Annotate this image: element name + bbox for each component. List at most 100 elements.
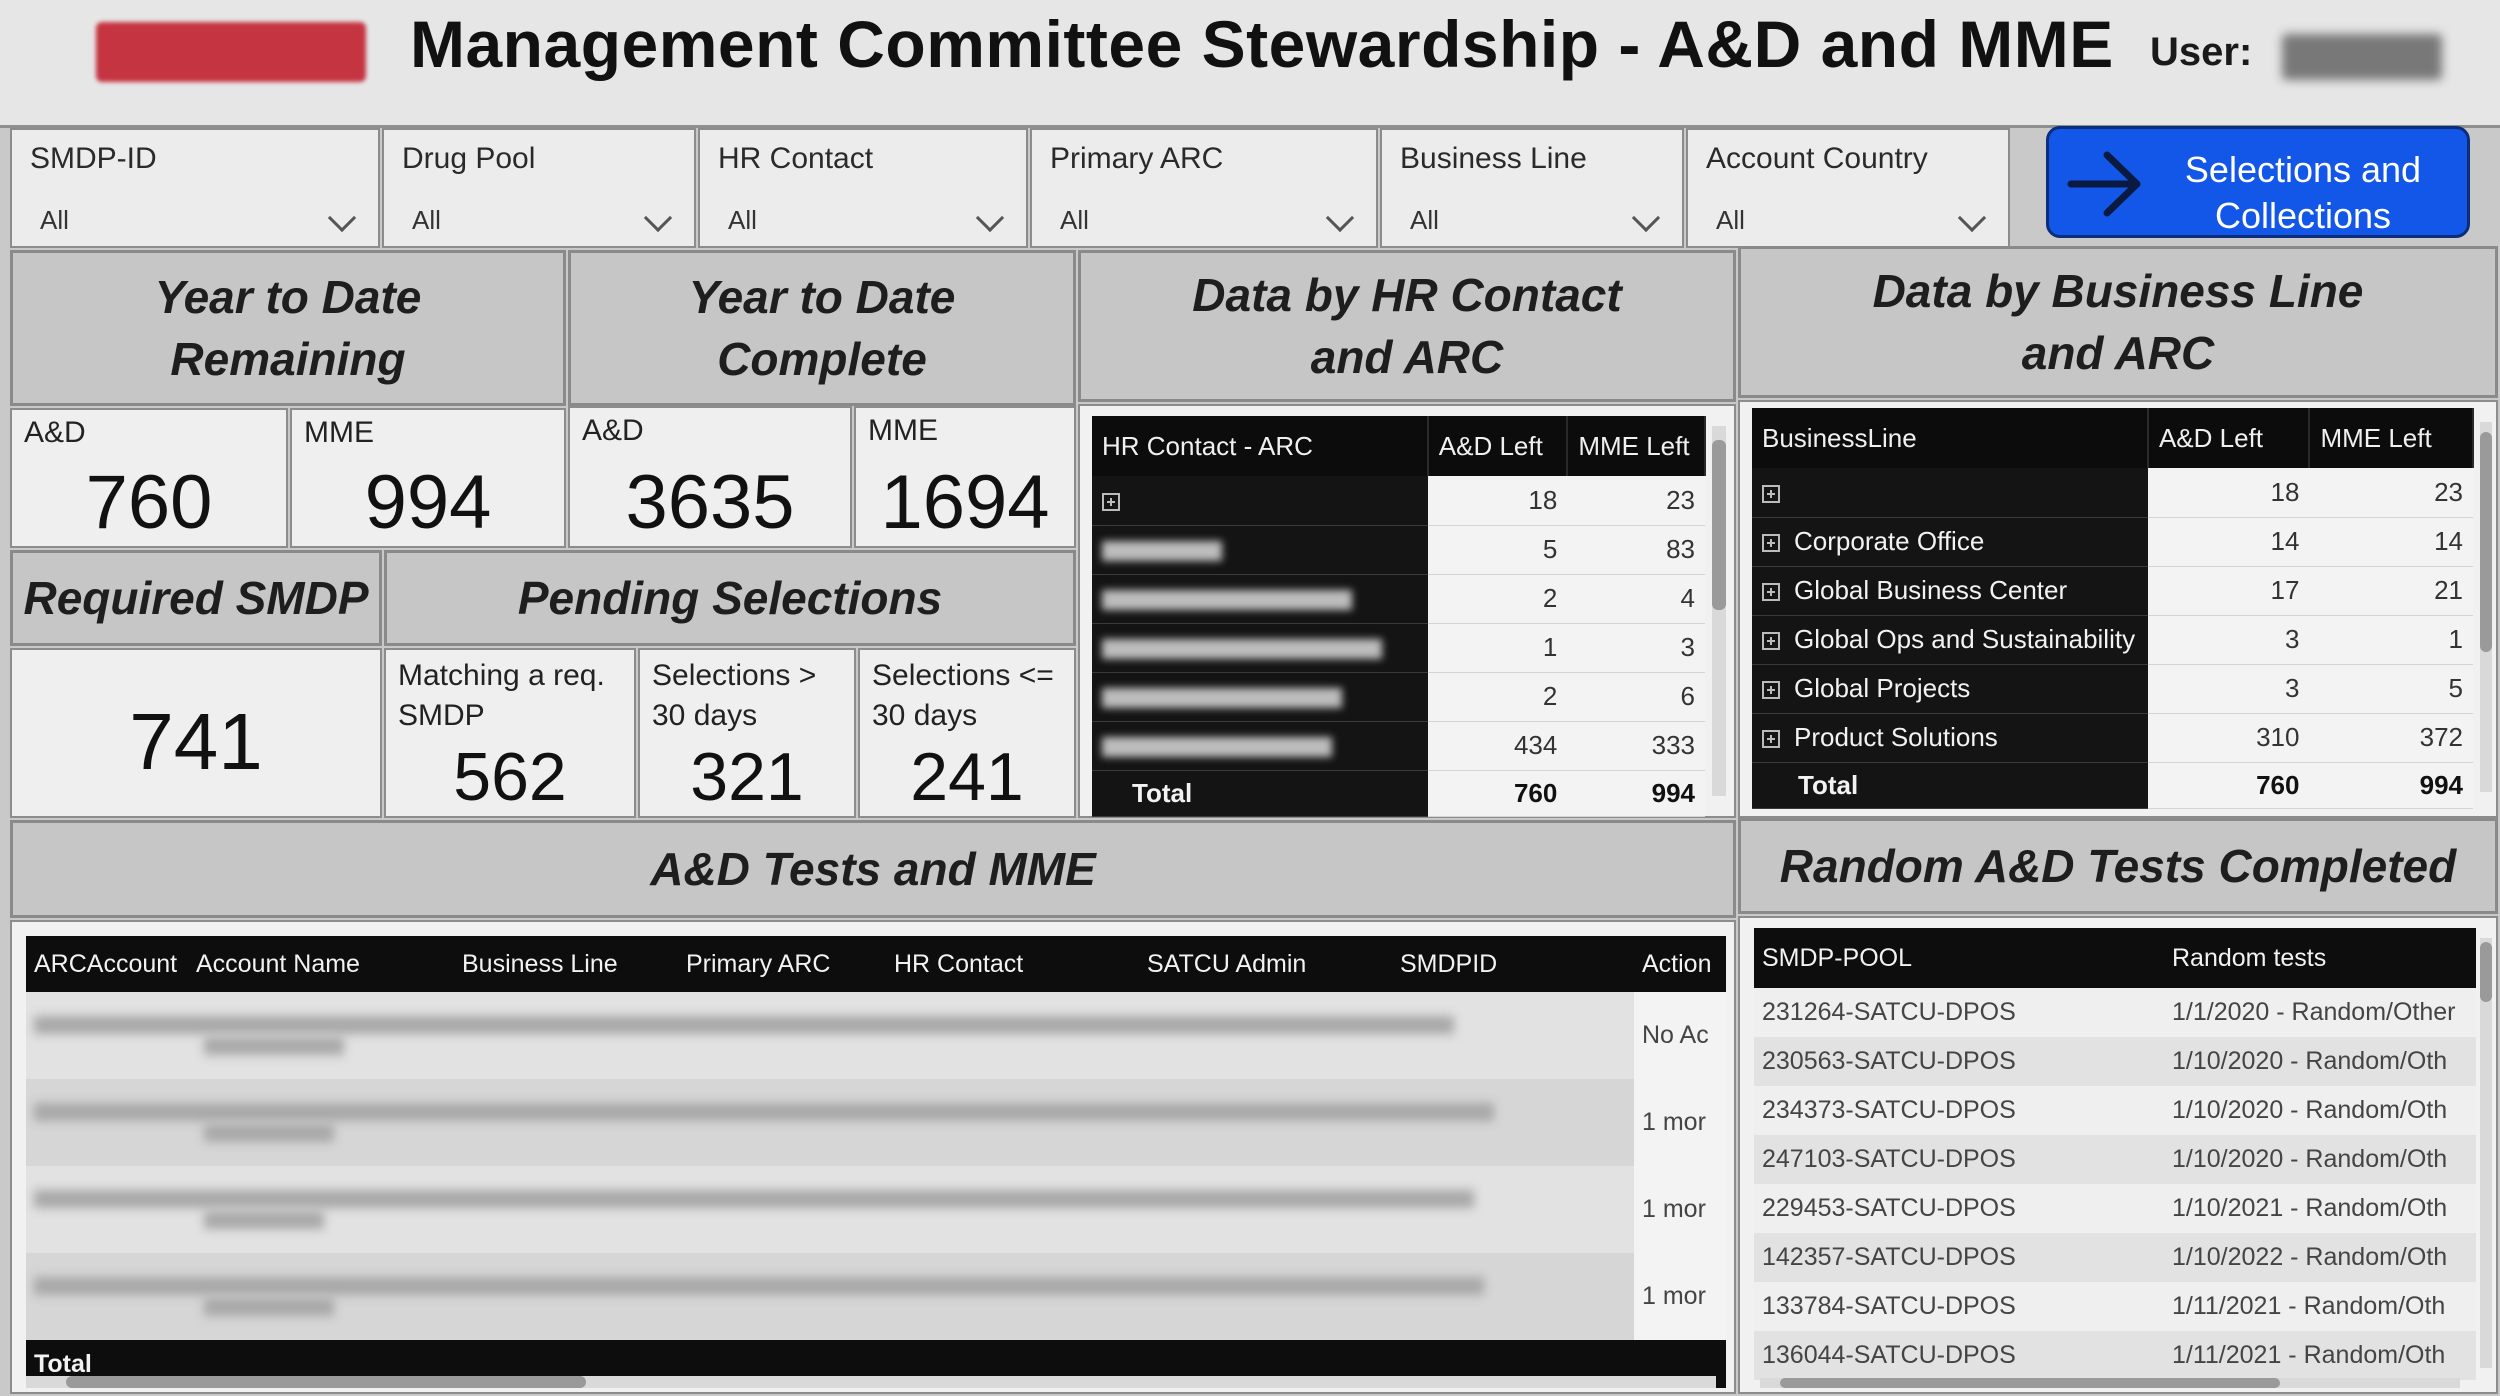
slicer-hr-contact[interactable]: HR Contact All	[698, 128, 1028, 248]
scrollbar-thumb[interactable]	[66, 1376, 586, 1388]
table-row[interactable]: 229453-SATCU-DPOS 1/10/2021 - Random/Oth	[1754, 1184, 2476, 1233]
column-header-smdp-pool[interactable]: SMDP-POOL	[1754, 928, 2164, 988]
chevron-down-icon[interactable]	[1631, 203, 1661, 233]
row-label-redacted[interactable]	[1092, 525, 1428, 575]
expand-icon[interactable]	[1762, 681, 1780, 700]
table-row[interactable]: 136044-SATCU-DPOS 1/11/2021 - Random/Oth	[1754, 1331, 2476, 1380]
column-header-ad-left[interactable]: A&D Left	[1427, 416, 1569, 476]
row-label[interactable]	[1092, 476, 1428, 526]
scrollbar-thumb[interactable]	[2480, 432, 2492, 652]
cell-smdp-pool: 231264-SATCU-DPOS	[1762, 998, 2016, 1026]
table-row[interactable]: 2 6	[1092, 672, 1705, 722]
expand-icon[interactable]	[1102, 492, 1120, 511]
column-header-hr-contact[interactable]: HR Contact	[886, 936, 1139, 992]
horizontal-scrollbar[interactable]	[26, 1376, 1716, 1388]
table-row[interactable]: Global Ops and Sustainability 3 1	[1752, 615, 2473, 665]
chevron-down-icon[interactable]	[327, 203, 357, 233]
scrollbar-thumb[interactable]	[1712, 440, 1726, 610]
cell-mme-left: 372	[2309, 713, 2473, 763]
table-row[interactable]: 133784-SATCU-DPOS 1/11/2021 - Random/Oth	[1754, 1282, 2476, 1331]
table-row[interactable]: 18 23	[1092, 476, 1705, 526]
row-label-redacted[interactable]	[1092, 574, 1428, 624]
column-header-mme-left[interactable]: MME Left	[1567, 416, 1706, 476]
row-label[interactable]: Product Solutions	[1752, 713, 2148, 763]
table-row[interactable]: 1 mor	[26, 1166, 1726, 1253]
cell-ad-left: 18	[1427, 476, 1568, 526]
expand-icon[interactable]	[1762, 583, 1780, 602]
column-header-hr-contact[interactable]: HR Contact - ARC	[1092, 416, 1429, 476]
scrollbar-thumb[interactable]	[1780, 1378, 2280, 1388]
vertical-scrollbar[interactable]	[2480, 938, 2492, 1368]
arrow-right-icon	[2067, 151, 2141, 217]
slicer-business-line[interactable]: Business Line All	[1380, 128, 1684, 248]
row-label[interactable]: Corporate Office	[1752, 517, 2148, 567]
redacted-text	[34, 1103, 1494, 1121]
table-row[interactable]: 1 mor	[26, 1253, 1726, 1340]
column-header-primary-arc[interactable]: Primary ARC	[678, 936, 886, 992]
total-mme-left: 994	[2309, 762, 2473, 809]
chevron-down-icon[interactable]	[975, 203, 1005, 233]
table-row[interactable]: 230563-SATCU-DPOS 1/10/2020 - Random/Oth	[1754, 1037, 2476, 1086]
table-row[interactable]: 231264-SATCU-DPOS 1/1/2020 - Random/Other	[1754, 988, 2476, 1037]
table-row[interactable]: No Ac	[26, 992, 1726, 1079]
cell-smdp-pool: 247103-SATCU-DPOS	[1762, 1145, 2016, 1173]
column-header-satcu-admin[interactable]: SATCU Admin	[1139, 936, 1392, 992]
table-row[interactable]: Global Business Center 17 21	[1752, 566, 2473, 616]
table-row[interactable]: Global Projects 3 5	[1752, 664, 2473, 714]
scrollbar-thumb[interactable]	[2480, 942, 2492, 1002]
table-row[interactable]: 2 4	[1092, 574, 1705, 624]
cell-random-test: 1/10/2022 - Random/Oth	[2172, 1243, 2448, 1271]
slicer-label: Primary ARC	[1050, 142, 1224, 175]
vertical-scrollbar[interactable]	[2480, 422, 2492, 792]
chevron-down-icon[interactable]	[1325, 203, 1355, 233]
expand-icon[interactable]	[1762, 730, 1780, 749]
row-label[interactable]: Global Ops and Sustainability	[1752, 615, 2148, 665]
redacted-text	[34, 1277, 1484, 1295]
horizontal-scrollbar[interactable]	[1760, 1378, 2460, 1388]
row-label[interactable]: Global Business Center	[1752, 566, 2148, 616]
table-row[interactable]: 247103-SATCU-DPOS 1/10/2020 - Random/Oth	[1754, 1135, 2476, 1184]
table-row[interactable]: 142357-SATCU-DPOS 1/10/2022 - Random/Oth	[1754, 1233, 2476, 1282]
total-label: Total	[34, 1349, 92, 1378]
table-row[interactable]: Product Solutions 310 372	[1752, 713, 2473, 763]
column-header-random-tests[interactable]: Random tests	[2164, 928, 2476, 988]
expand-icon[interactable]	[1762, 632, 1780, 651]
kpi-label: Matching a req. SMDP	[398, 659, 605, 732]
column-header-business-line[interactable]: BusinessLine	[1752, 408, 2149, 468]
slicer-smdp-id[interactable]: SMDP-ID All	[10, 128, 380, 248]
slicer-label: HR Contact	[718, 142, 874, 175]
expand-icon[interactable]	[1762, 484, 1780, 503]
slicer-account-country[interactable]: Account Country All	[1686, 128, 2010, 248]
row-label[interactable]	[1752, 468, 2148, 518]
column-header-arc-account[interactable]: ARCAccount	[26, 936, 188, 992]
row-label[interactable]: Global Projects	[1752, 664, 2148, 714]
table-row[interactable]: 1 mor	[26, 1079, 1726, 1166]
cell-mme-left: 6	[1567, 672, 1705, 722]
chevron-down-icon[interactable]	[1957, 203, 1987, 233]
row-label-redacted[interactable]	[1092, 623, 1428, 673]
chevron-down-icon[interactable]	[643, 203, 673, 233]
column-header-mme-left[interactable]: MME Left	[2309, 408, 2474, 468]
vertical-scrollbar[interactable]	[1712, 426, 1726, 796]
row-label-redacted[interactable]	[1092, 721, 1428, 771]
slicer-drug-pool[interactable]: Drug Pool All	[382, 128, 696, 248]
column-header-action[interactable]: Action	[1634, 936, 1726, 992]
table-row[interactable]: 234373-SATCU-DPOS 1/10/2020 - Random/Oth	[1754, 1086, 2476, 1135]
section-hr-arc: Data by HR Contact and ARC	[1078, 250, 1736, 402]
selections-collections-button[interactable]: Selections and Collections	[2046, 126, 2470, 238]
column-header-account-name[interactable]: Account Name	[188, 936, 454, 992]
slicer-primary-arc[interactable]: Primary ARC All	[1030, 128, 1378, 248]
column-header-business-line[interactable]: Business Line	[454, 936, 678, 992]
total-row: Total 760 994	[1092, 770, 1705, 817]
column-header-ad-left[interactable]: A&D Left	[2147, 408, 2311, 468]
row-label-redacted[interactable]	[1092, 672, 1428, 722]
cell-ad-left: 14	[2147, 517, 2310, 567]
expand-icon[interactable]	[1762, 534, 1780, 553]
table-row[interactable]: 1 3	[1092, 623, 1705, 673]
table-row[interactable]: Corporate Office 14 14	[1752, 517, 2473, 567]
table-row[interactable]: 5 83	[1092, 525, 1705, 575]
column-header-smdpid[interactable]: SMDPID	[1392, 936, 1634, 992]
table-row[interactable]: 434 333	[1092, 721, 1705, 771]
slicer-value: All	[1716, 205, 1745, 235]
table-row[interactable]: 18 23	[1752, 468, 2473, 518]
